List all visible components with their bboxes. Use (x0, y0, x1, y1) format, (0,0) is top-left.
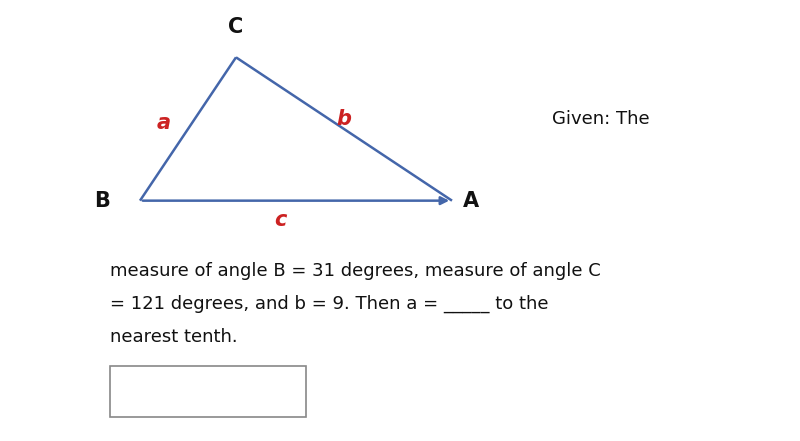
Text: = 121 degrees, and b = 9. Then a = _____ to the: = 121 degrees, and b = 9. Then a = _____… (110, 295, 549, 314)
Text: Given: The: Given: The (552, 110, 650, 128)
Text: B: B (94, 191, 110, 211)
Text: measure of angle B = 31 degrees, measure of angle C: measure of angle B = 31 degrees, measure… (110, 262, 601, 280)
Text: C: C (228, 18, 244, 37)
Text: a: a (157, 113, 171, 134)
Text: A: A (462, 191, 478, 211)
Text: c: c (274, 210, 286, 231)
Text: b: b (337, 109, 351, 129)
FancyBboxPatch shape (110, 366, 306, 417)
Text: nearest tenth.: nearest tenth. (110, 329, 238, 346)
